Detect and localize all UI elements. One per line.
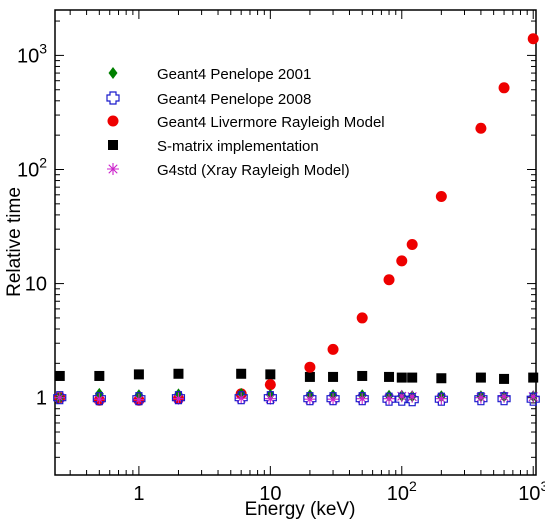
data-point [92,392,106,406]
legend: Geant4 Penelope 2001 Geant4 Penelope 2008… [106,66,385,179]
data-point [527,390,540,403]
data-point [171,391,186,405]
legend-marker [108,67,118,79]
series-asterisk [53,390,540,406]
data-point [384,371,395,382]
data-point [406,239,418,251]
tick-labels: 1 10 102 103 1 10 102 103 [17,40,545,505]
data-point [53,391,67,405]
y-tick-label: 1 [36,388,47,410]
series-circle [54,33,539,406]
data-point [527,33,539,45]
data-point [474,391,487,404]
data-point [304,371,315,382]
x-axis-title: Energy (keV) [245,499,356,520]
data-point [395,390,408,403]
data-point [326,392,340,406]
data-point [328,371,339,382]
data-point [264,392,277,405]
data-point [132,392,146,406]
data-point [234,391,248,405]
legend-marker [107,163,119,175]
data-point [499,373,510,384]
data-point [54,370,65,381]
data-point [436,373,447,384]
legend-item: Geant4 Livermore Rayleigh Model [107,114,385,131]
y-axis-title: Relative time [4,187,25,297]
x-tick-label: 10 [259,483,281,505]
data-point [327,393,340,406]
data-point [475,372,486,383]
data-point [357,370,368,381]
series-square [54,368,539,384]
x-tick-label: 102 [387,478,417,505]
data-point [133,369,144,380]
data-point [235,392,248,405]
series-plus-square [53,391,540,407]
data-point [435,392,448,405]
y-tick-label: 102 [17,154,47,181]
data-point [327,343,339,355]
data-point [528,372,539,383]
data-point [355,392,369,406]
data-point [474,392,488,406]
y-tick-label: 10 [25,274,47,296]
legend-label: G4std (Xray Rayleigh Model) [157,162,350,179]
legend-item: S-matrix implementation [108,138,319,155]
legend-item: Geant4 Penelope 2008 [106,91,311,108]
x-tick-label: 103 [518,478,545,505]
data-point [396,255,408,267]
data-point [265,369,276,380]
data-point [94,370,105,381]
data-point [396,372,407,383]
data-point [93,393,106,406]
data-point [405,393,419,407]
data-point [395,392,409,406]
plot-frame [54,9,537,476]
legend-label: Geant4 Livermore Rayleigh Model [157,114,385,131]
legend-marker [107,115,119,127]
data-point [498,82,510,94]
data-point [173,368,184,379]
x-tick-label: 1 [133,483,144,505]
data-point [303,392,317,406]
data-point [407,372,418,383]
legend-item: G4std (Xray Rayleigh Model) [107,162,350,179]
data-point [498,390,511,403]
legend-marker [108,140,118,150]
legend-marker [106,91,120,105]
data-point [435,190,447,202]
data-point [263,391,277,405]
data-point [356,312,368,324]
data-point [236,368,247,379]
data-point [132,393,145,406]
data-point [383,392,396,405]
data-marks [53,33,540,407]
y-tick-label: 103 [17,40,47,67]
data-point [475,122,487,134]
data-point [497,392,511,406]
data-point [356,392,369,405]
data-point [406,390,419,403]
legend-label: S-matrix implementation [157,138,319,155]
data-point [526,392,540,406]
data-point [172,392,185,405]
series-diamond [55,387,538,404]
data-point [264,379,276,391]
data-point [303,393,316,406]
data-point [53,391,66,404]
legend-item: Geant4 Penelope 2001 [108,66,311,83]
data-point [383,274,395,286]
legend-label: Geant4 Penelope 2008 [157,91,311,108]
axis-ticks [55,10,536,475]
data-point [382,392,396,406]
data-point [304,361,316,373]
data-point [434,392,448,406]
legend-label: Geant4 Penelope 2001 [157,66,311,83]
